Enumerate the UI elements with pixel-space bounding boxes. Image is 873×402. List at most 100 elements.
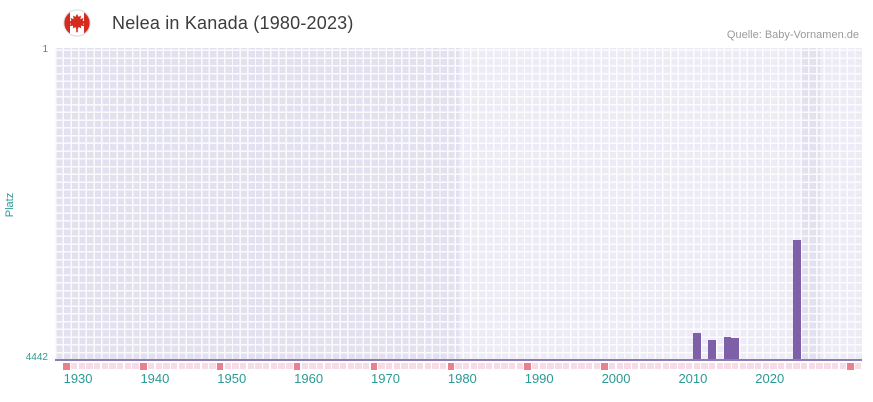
baseline-marker bbox=[363, 363, 370, 369]
baseline-marker bbox=[808, 363, 816, 369]
rank-bar[interactable] bbox=[731, 337, 739, 361]
plot-band bbox=[55, 48, 459, 361]
baseline-marker bbox=[624, 363, 631, 369]
baseline-marker bbox=[778, 363, 785, 369]
baseline-marker bbox=[801, 363, 808, 369]
baseline-marker bbox=[562, 363, 570, 369]
baseline-marker bbox=[532, 363, 539, 369]
baseline-marker bbox=[509, 363, 516, 369]
baseline-marker bbox=[109, 363, 116, 369]
x-tick-label: 1960 bbox=[294, 371, 324, 386]
y-tick-bottom: 4442 bbox=[25, 352, 48, 363]
x-axis-line bbox=[55, 359, 862, 361]
baseline-marker bbox=[455, 363, 462, 369]
baseline-marker bbox=[386, 363, 393, 369]
baseline-marker bbox=[324, 363, 331, 369]
baseline-marker bbox=[393, 363, 401, 369]
baseline-marker bbox=[278, 363, 285, 369]
baseline-marker bbox=[685, 363, 693, 369]
baseline-marker bbox=[378, 363, 385, 369]
baseline-marker bbox=[224, 363, 232, 369]
baseline-marker bbox=[793, 363, 800, 369]
baseline-marker bbox=[678, 363, 685, 369]
baseline-marker bbox=[247, 363, 255, 369]
baseline-marker bbox=[63, 363, 70, 370]
x-tick-label: 2020 bbox=[755, 371, 785, 386]
baseline-marker bbox=[516, 363, 524, 369]
baseline-marker bbox=[416, 363, 424, 369]
baseline-marker bbox=[355, 363, 362, 369]
page-title: Nelea in Kanada (1980-2023) bbox=[112, 13, 354, 33]
baseline-marker bbox=[401, 363, 408, 369]
baseline-marker bbox=[608, 363, 616, 369]
y-tick-top: 1 bbox=[42, 44, 48, 55]
baseline-marker bbox=[370, 363, 378, 370]
baseline-marker bbox=[286, 363, 293, 369]
baseline-marker bbox=[647, 363, 654, 369]
baseline-marker bbox=[755, 363, 762, 369]
rank-bar[interactable] bbox=[723, 336, 732, 361]
baseline-marker bbox=[301, 363, 308, 369]
rank-bar[interactable] bbox=[708, 339, 716, 361]
plot-band bbox=[800, 48, 820, 361]
baseline-marker bbox=[470, 363, 477, 369]
baseline-marker bbox=[155, 363, 162, 369]
baseline-marker bbox=[693, 363, 700, 369]
baseline-marker bbox=[701, 363, 708, 369]
baseline-marker bbox=[217, 363, 224, 370]
baseline-marker bbox=[632, 363, 639, 369]
baseline-marker bbox=[585, 363, 593, 369]
baseline-marker bbox=[70, 363, 78, 369]
baseline-marker bbox=[147, 363, 155, 369]
baseline-marker bbox=[124, 363, 132, 369]
baseline-marker bbox=[316, 363, 324, 369]
baseline-marker bbox=[240, 363, 247, 369]
baseline-marker bbox=[747, 363, 754, 369]
baseline-marker bbox=[539, 363, 547, 369]
baseline-marker bbox=[670, 363, 677, 369]
baseline-marker bbox=[478, 363, 485, 369]
plot-area bbox=[55, 48, 862, 370]
y-axis-title: Platz bbox=[4, 192, 16, 217]
x-tick-label: 1970 bbox=[371, 371, 400, 386]
baseline-marker bbox=[662, 363, 670, 369]
baseline-marker bbox=[293, 363, 301, 370]
rank-bar[interactable] bbox=[792, 239, 801, 361]
x-tick-label: 1950 bbox=[217, 371, 247, 386]
x-tick-label: 1940 bbox=[140, 371, 170, 386]
baseline-marker bbox=[170, 363, 178, 369]
baseline-marker bbox=[593, 363, 600, 369]
baseline-marker bbox=[770, 363, 777, 369]
baseline-marker bbox=[578, 363, 585, 369]
baseline-marker bbox=[209, 363, 216, 369]
baseline-marker bbox=[232, 363, 239, 369]
baseline-marker bbox=[132, 363, 139, 369]
baseline-marker bbox=[309, 363, 316, 369]
baseline-marker bbox=[186, 363, 193, 369]
baseline-marker bbox=[839, 363, 846, 369]
baseline-marker bbox=[824, 363, 831, 369]
rank-bar[interactable] bbox=[692, 333, 701, 361]
baseline-marker bbox=[501, 363, 508, 369]
y-axis-title-wrap: Platz bbox=[2, 48, 18, 361]
canada-flag-icon bbox=[63, 9, 91, 37]
baseline-marker bbox=[547, 363, 554, 369]
baseline-marker bbox=[831, 363, 839, 369]
x-tick-label: 1990 bbox=[524, 371, 554, 386]
baseline-marker bbox=[655, 363, 662, 369]
x-tick-label: 1930 bbox=[63, 371, 93, 386]
baseline-marker bbox=[555, 363, 562, 369]
baseline-marker bbox=[724, 363, 731, 369]
baseline-marker bbox=[339, 363, 347, 369]
baseline-marker bbox=[332, 363, 339, 369]
x-tick-label: 2010 bbox=[678, 371, 708, 386]
baseline-marker bbox=[731, 363, 739, 369]
baseline-marker bbox=[78, 363, 86, 369]
source-credit: Quelle: Baby-Vornamen.de bbox=[726, 29, 859, 41]
baseline-marker bbox=[462, 363, 470, 369]
baseline-marker bbox=[570, 363, 577, 369]
baseline-marker bbox=[708, 363, 716, 369]
baseline-marker bbox=[854, 363, 862, 369]
baseline-marker bbox=[255, 363, 262, 369]
baseline-marker bbox=[716, 363, 723, 369]
